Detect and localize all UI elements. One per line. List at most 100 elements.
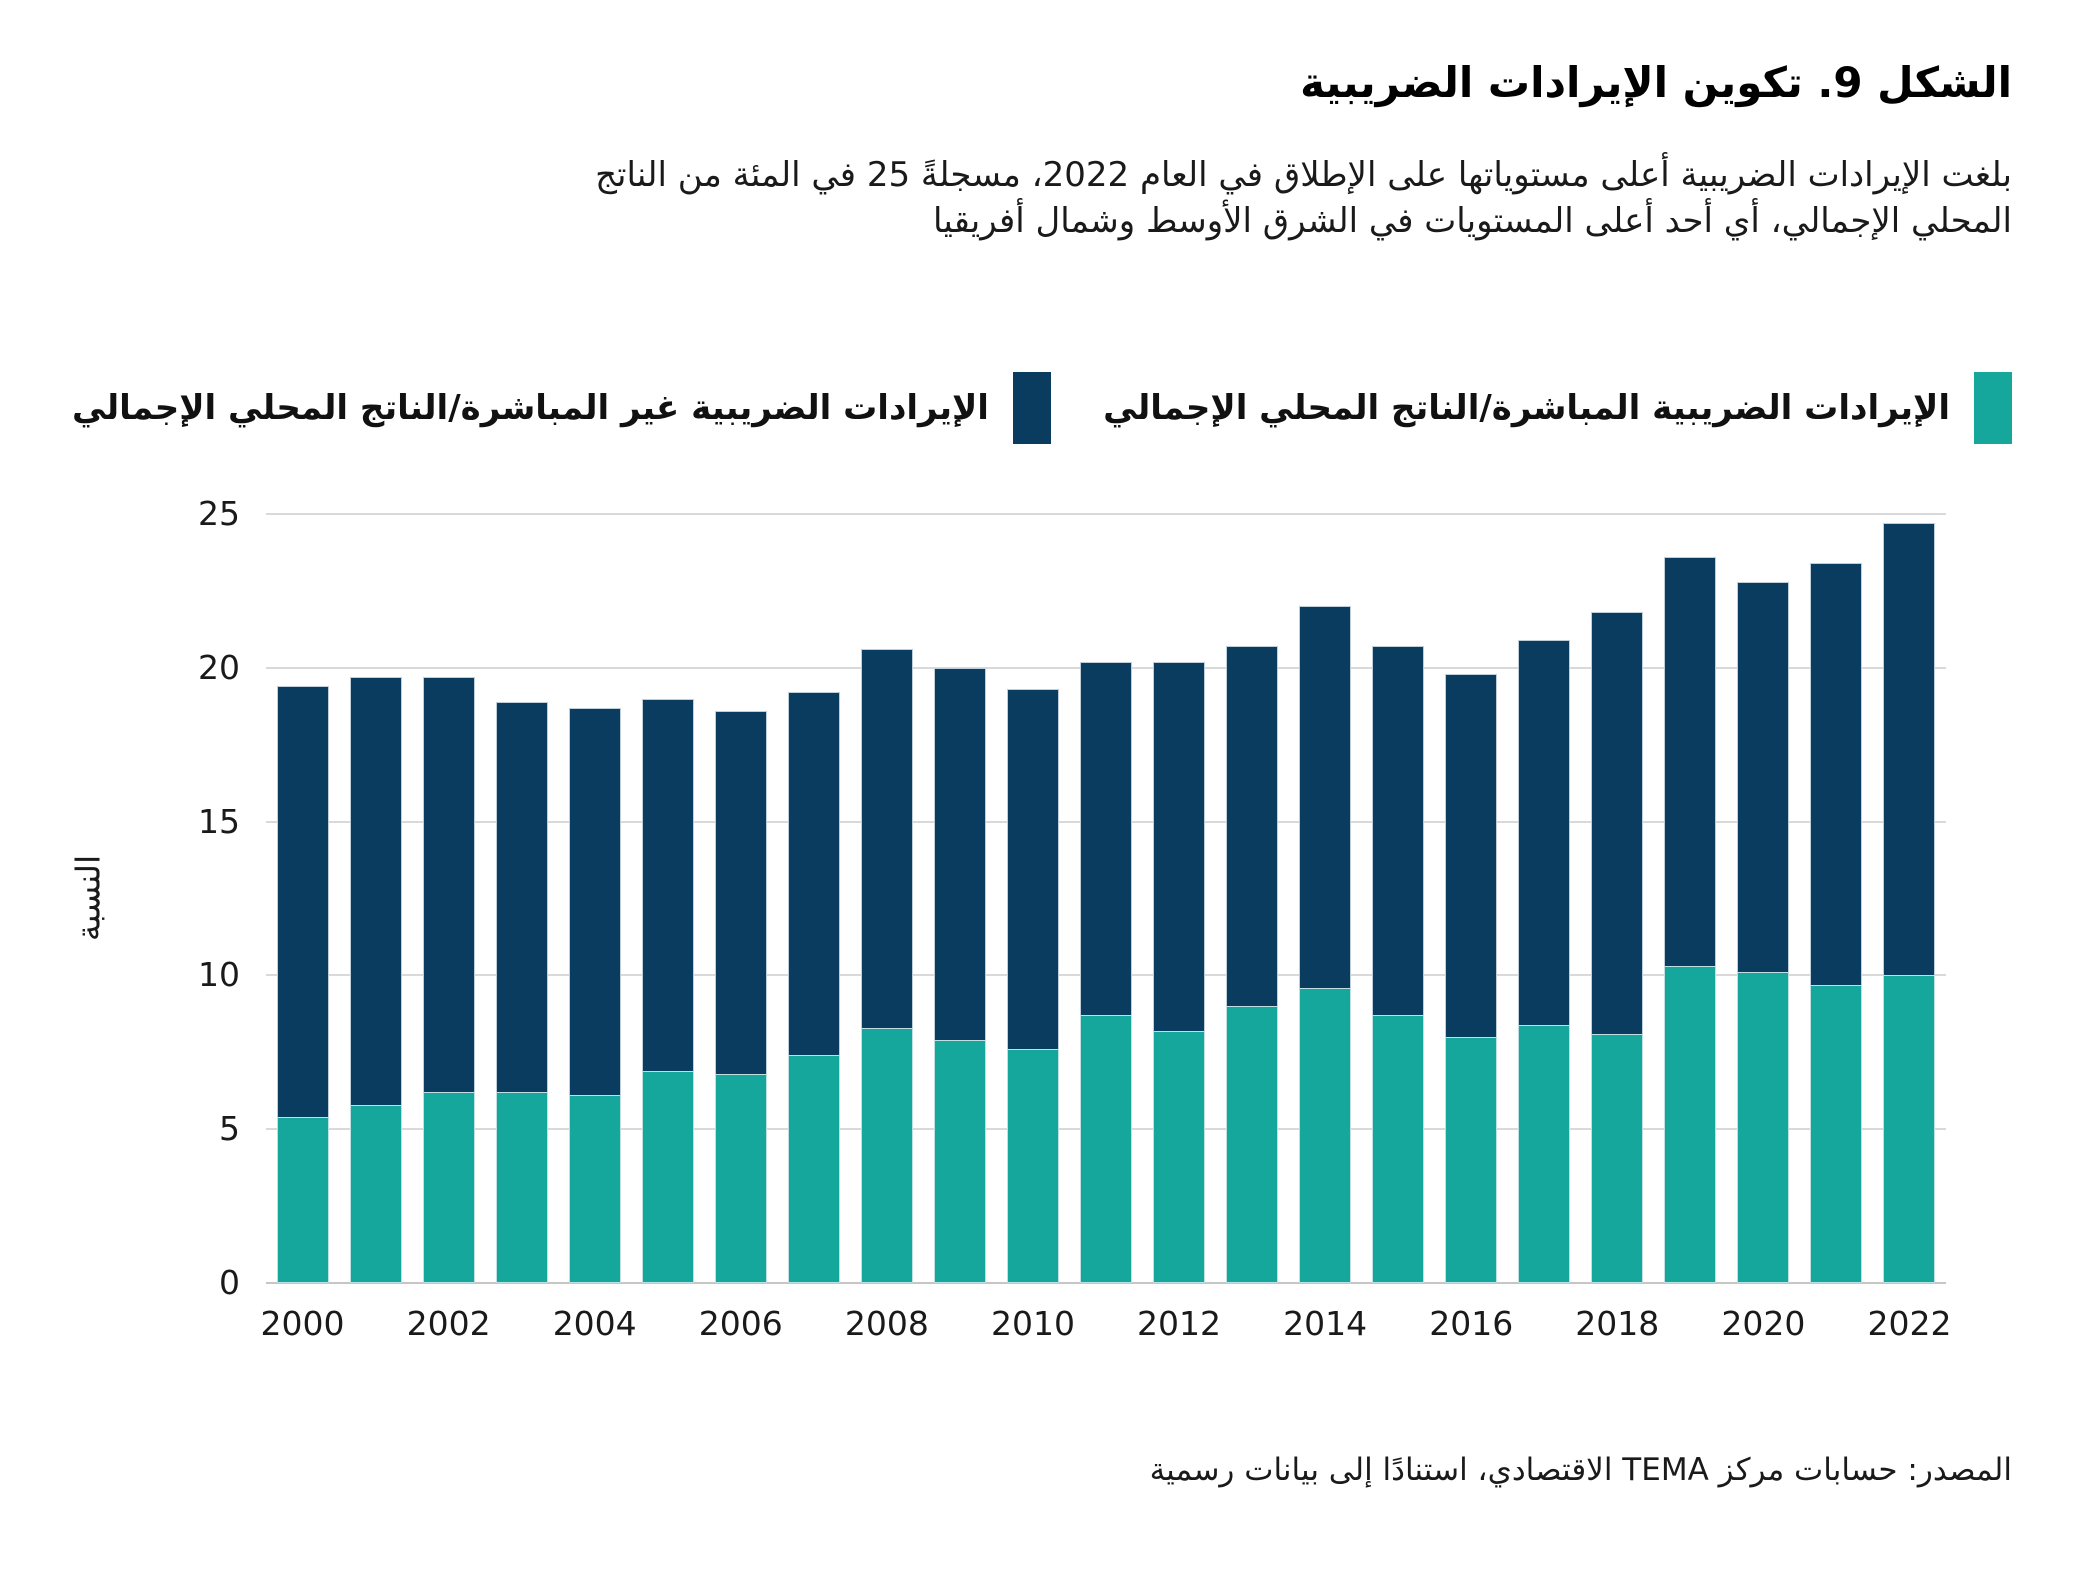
x-tick-2002: 2002 xyxy=(406,1304,491,1343)
gridline-0 xyxy=(266,1282,1946,1284)
figure-source: المصدر: حسابات مركز TEMA الاقتصادي، استن… xyxy=(1149,1452,2012,1488)
bar-2007-indirect-segment xyxy=(787,692,840,1056)
bar-2009 xyxy=(933,514,986,1283)
bar-2003-direct-segment xyxy=(495,1092,548,1283)
bar-2018 xyxy=(1591,514,1644,1283)
bar-2020 xyxy=(1737,514,1790,1283)
plot-area xyxy=(266,513,1946,1284)
bar-2006-indirect-segment xyxy=(714,710,767,1074)
legend: الإيرادات الضريبية المباشرة/الناتج المحل… xyxy=(72,372,2012,444)
bar-2014 xyxy=(1298,514,1351,1283)
legend-item-direct: الإيرادات الضريبية المباشرة/الناتج المحل… xyxy=(1103,372,2012,444)
bars xyxy=(266,514,1946,1283)
bar-2010 xyxy=(1006,514,1059,1283)
bar-2001-direct-segment xyxy=(349,1104,402,1283)
legend-swatch-indirect xyxy=(1012,372,1051,444)
bar-2007 xyxy=(787,514,840,1283)
x-tick-2008: 2008 xyxy=(844,1304,929,1343)
bar-2021-direct-segment xyxy=(1810,984,1863,1283)
bar-2014-direct-segment xyxy=(1298,987,1351,1283)
bar-2008-direct-segment xyxy=(860,1027,913,1283)
x-axis-tick-labels: 2000 2002 2004 2006 2008 2010 2012 2014 2016 2018… xyxy=(261,1304,1952,1354)
bar-2012-indirect-segment xyxy=(1152,661,1205,1031)
bar-2022 xyxy=(1883,514,1936,1283)
bar-2003 xyxy=(495,514,548,1283)
bar-2003-indirect-segment xyxy=(495,701,548,1093)
figure-subtitle-line2: المحلي الإجمالي، أي أحد أعلى المستويات ف… xyxy=(932,201,2012,241)
bar-2017 xyxy=(1518,514,1571,1283)
bar-2012 xyxy=(1152,514,1205,1283)
bar-2008-indirect-segment xyxy=(860,649,913,1028)
bar-2010-indirect-segment xyxy=(1006,689,1059,1050)
x-tick-2016: 2016 xyxy=(1429,1304,1514,1343)
bar-2002-indirect-segment xyxy=(422,677,475,1093)
figure-title: الشكل 9. تكوين الإيرادات الضريبية xyxy=(1300,58,2012,107)
bar-2005 xyxy=(641,514,694,1283)
bar-2019-direct-segment xyxy=(1664,966,1717,1283)
bar-2022-direct-segment xyxy=(1883,975,1936,1283)
x-tick-2004: 2004 xyxy=(552,1304,637,1343)
bar-2009-direct-segment xyxy=(933,1040,986,1283)
x-tick-2000: 2000 xyxy=(260,1304,345,1343)
legend-label-direct: الإيرادات الضريبية المباشرة/الناتج المحل… xyxy=(1103,388,1950,428)
bar-2004-indirect-segment xyxy=(568,707,621,1096)
bar-2004-direct-segment xyxy=(568,1095,621,1283)
y-tick-20: 20 xyxy=(198,647,240,687)
x-tick-2006: 2006 xyxy=(698,1304,783,1343)
x-tick-2018: 2018 xyxy=(1575,1304,1660,1343)
bar-2016 xyxy=(1445,514,1498,1283)
y-tick-10: 10 xyxy=(198,955,240,995)
bar-2002 xyxy=(422,514,475,1283)
bar-2015 xyxy=(1371,514,1424,1283)
bar-2017-direct-segment xyxy=(1518,1024,1571,1283)
bar-2018-indirect-segment xyxy=(1591,612,1644,1034)
bar-2001-indirect-segment xyxy=(349,677,402,1105)
y-tick-0: 0 xyxy=(219,1263,240,1302)
bar-2013-direct-segment xyxy=(1225,1006,1278,1283)
bar-2016-indirect-segment xyxy=(1445,673,1498,1037)
x-tick-2014: 2014 xyxy=(1283,1304,1368,1343)
bar-2022-indirect-segment xyxy=(1883,523,1936,976)
bar-2000-indirect-segment xyxy=(276,686,329,1117)
bar-2012-direct-segment xyxy=(1152,1030,1205,1283)
bar-2013-indirect-segment xyxy=(1225,646,1278,1007)
bar-2021 xyxy=(1810,514,1863,1283)
gridline-25 xyxy=(266,513,1946,515)
x-tick-2012: 2012 xyxy=(1137,1304,1222,1343)
bar-2021-indirect-segment xyxy=(1810,563,1863,985)
bar-2011-direct-segment xyxy=(1079,1015,1132,1283)
legend-swatch-direct xyxy=(1974,372,2012,444)
bar-2020-indirect-segment xyxy=(1737,581,1790,973)
bar-2008 xyxy=(860,514,913,1283)
bar-2015-direct-segment xyxy=(1371,1015,1424,1283)
bar-2015-indirect-segment xyxy=(1371,646,1424,1016)
figure-subtitle: بلغت الإيرادات الضريبية أعلى مستوياتها ع… xyxy=(72,152,2012,244)
bar-2009-indirect-segment xyxy=(933,667,986,1040)
y-tick-5: 5 xyxy=(219,1109,240,1149)
bar-2011 xyxy=(1079,514,1132,1283)
bar-2006-direct-segment xyxy=(714,1073,767,1283)
bar-2005-indirect-segment xyxy=(641,698,694,1071)
x-tick-2010: 2010 xyxy=(990,1304,1075,1343)
bar-2007-direct-segment xyxy=(787,1055,840,1283)
bar-2013 xyxy=(1225,514,1278,1283)
bar-2017-indirect-segment xyxy=(1518,640,1571,1025)
bar-2016-direct-segment xyxy=(1445,1036,1498,1283)
bar-2018-direct-segment xyxy=(1591,1033,1644,1283)
bar-2014-indirect-segment xyxy=(1298,606,1351,988)
y-axis-tick-labels: 0 5 10 15 20 25 xyxy=(110,494,240,1302)
y-axis-title: النسبة xyxy=(68,854,108,942)
bar-2006 xyxy=(714,514,767,1283)
bar-2020-direct-segment xyxy=(1737,972,1790,1283)
bar-2000-direct-segment xyxy=(276,1116,329,1283)
figure-subtitle-line1: بلغت الإيرادات الضريبية أعلى مستوياتها ع… xyxy=(595,155,2012,195)
legend-item-indirect: الإيرادات الضريبية غير المباشرة/الناتج ا… xyxy=(72,372,1051,444)
bar-2011-indirect-segment xyxy=(1079,661,1132,1016)
bar-2000 xyxy=(276,514,329,1283)
bar-2002-direct-segment xyxy=(422,1092,475,1283)
bar-2005-direct-segment xyxy=(641,1070,694,1283)
bar-2004 xyxy=(568,514,621,1283)
y-tick-15: 15 xyxy=(198,801,240,841)
bar-2001 xyxy=(349,514,402,1283)
